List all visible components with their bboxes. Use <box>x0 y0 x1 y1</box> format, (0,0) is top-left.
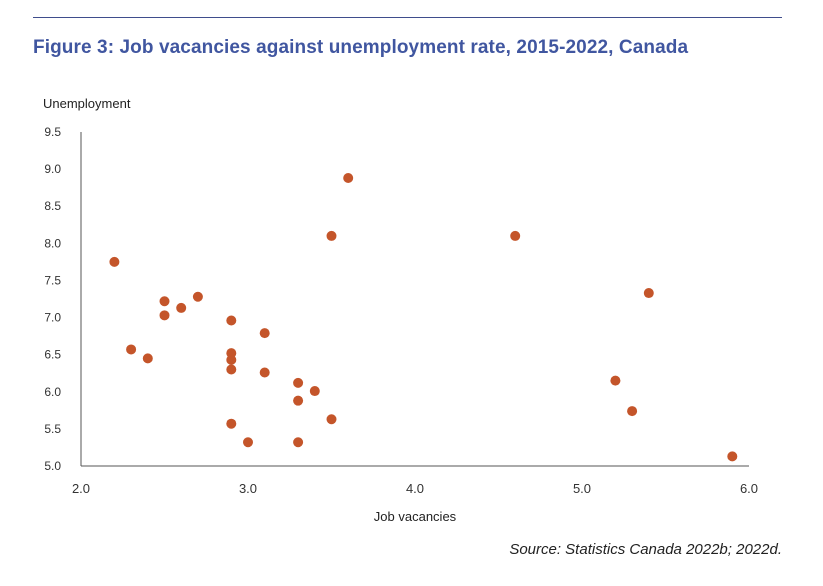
scatter-point <box>226 364 237 375</box>
scatter-point <box>192 291 203 302</box>
scatter-point <box>126 344 137 355</box>
data-points <box>109 173 738 462</box>
scatter-point <box>326 414 337 425</box>
scatter-point <box>159 310 170 321</box>
scatter-point <box>727 451 738 462</box>
scatter-point <box>259 328 270 339</box>
scatter-point <box>293 437 304 448</box>
scatter-point <box>293 395 304 406</box>
scatter-point <box>643 288 654 299</box>
y-tick-label: 9.0 <box>44 162 61 176</box>
x-tick-label: 3.0 <box>239 481 257 496</box>
title-rule <box>33 17 782 18</box>
x-tick-labels: 2.0 3.0 4.0 5.0 6.0 <box>72 481 758 496</box>
y-tick-label: 6.5 <box>44 348 61 362</box>
scatter-point <box>226 418 237 429</box>
y-tick-label: 6.0 <box>44 385 61 399</box>
scatter-point <box>259 367 270 378</box>
y-tick-label: 5.5 <box>44 422 61 436</box>
scatter-point <box>510 230 521 241</box>
scatter-point <box>326 230 337 241</box>
y-tick-label: 7.5 <box>44 273 61 287</box>
scatter-point <box>343 173 354 184</box>
x-tick-label: 2.0 <box>72 481 90 496</box>
scatter-point <box>309 386 320 397</box>
y-tick-labels: 5.0 5.5 6.0 6.5 7.0 7.5 8.0 8.5 9.0 9.5 <box>44 125 61 473</box>
x-tick-label: 5.0 <box>573 481 591 496</box>
scatter-point <box>293 377 304 388</box>
source-note: Source: Statistics Canada 2022b; 2022d. <box>509 541 782 558</box>
x-axis-title: Job vacancies <box>374 509 457 524</box>
y-tick-label: 7.0 <box>44 311 61 325</box>
scatter-point <box>627 406 638 417</box>
scatter-point <box>142 353 153 364</box>
y-tick-label: 8.5 <box>44 199 61 213</box>
y-tick-label: 5.0 <box>44 459 61 473</box>
figure-title: Figure 3: Job vacancies against unemploy… <box>33 37 689 58</box>
y-tick-label: 8.0 <box>44 236 61 250</box>
scatter-point <box>176 302 187 313</box>
scatter-point <box>109 256 120 267</box>
y-tick-label: 9.5 <box>44 125 61 139</box>
x-tick-label: 4.0 <box>406 481 424 496</box>
scatter-point <box>159 296 170 307</box>
y-axis-title: Unemployment <box>43 96 131 111</box>
scatter-point <box>610 375 621 386</box>
scatter-point <box>226 315 237 326</box>
x-tick-label: 6.0 <box>740 481 758 496</box>
scatter-point <box>243 437 253 448</box>
scatter-point <box>226 354 237 365</box>
